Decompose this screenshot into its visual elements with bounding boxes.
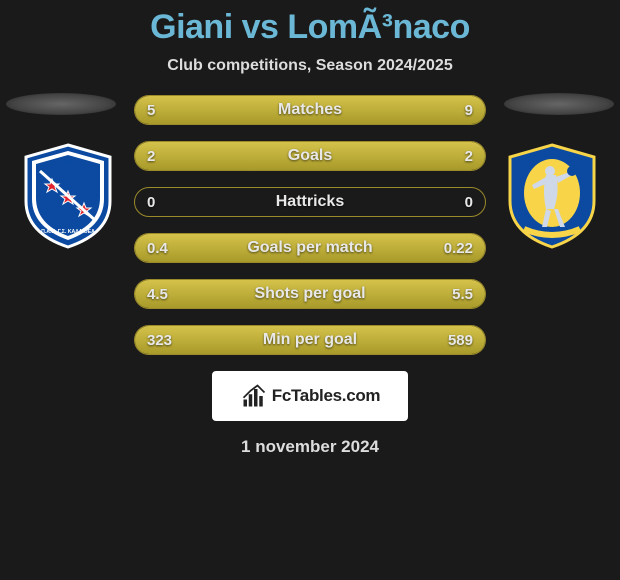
stat-value-right: 9 [465,96,473,124]
page-title: Giani vs LomÃ³naco [0,0,620,47]
branding-badge: FcTables.com [212,371,408,421]
stat-value-right: 589 [448,326,473,354]
stat-row: 323Min per goal589 [134,325,486,355]
fctables-logo-icon [240,382,268,410]
crest-shadow-left [6,93,116,115]
stat-value-right: 5.5 [452,280,473,308]
stat-label: Goals [135,142,485,170]
stat-value-right: 2 [465,142,473,170]
kallithea-crest-icon: 1966 Π.Α.Ε. Γ.Σ. ΚΑΛΛΙΘΕΑ [18,141,118,251]
stat-label: Shots per goal [135,280,485,308]
team-crest-left: 1966 Π.Α.Ε. Γ.Σ. ΚΑΛΛΙΘΕΑ [18,141,118,241]
stat-row: 0Hattricks0 [134,187,486,217]
stat-row: 0.4Goals per match0.22 [134,233,486,263]
team-crest-right [502,141,602,241]
stat-label: Goals per match [135,234,485,262]
subtitle: Club competitions, Season 2024/2025 [0,57,620,75]
crest-shadow-right [504,93,614,115]
stat-label: Min per goal [135,326,485,354]
comparison-panel: 1966 Π.Α.Ε. Γ.Σ. ΚΑΛΛΙΘΕΑ [0,93,620,457]
branding-text: FcTables.com [272,386,381,406]
stat-row: 4.5Shots per goal5.5 [134,279,486,309]
date-label: 1 november 2024 [0,437,620,457]
stat-row: 2Goals2 [134,141,486,171]
stat-value-right: 0 [465,188,473,216]
svg-text:1966: 1966 [58,157,78,167]
stat-label: Matches [135,96,485,124]
stats-bars: 5Matches9 2Goals2 0Hattricks0 0.4Goals per … [134,93,486,355]
panaitolikos-crest-icon [502,141,602,251]
stat-row: 5Matches9 [134,95,486,125]
crest-left-text: Π.Α.Ε. Γ.Σ. ΚΑΛΛΙΘΕΑ [41,229,95,235]
stat-value-right: 0.22 [444,234,473,262]
stat-label: Hattricks [135,188,485,216]
